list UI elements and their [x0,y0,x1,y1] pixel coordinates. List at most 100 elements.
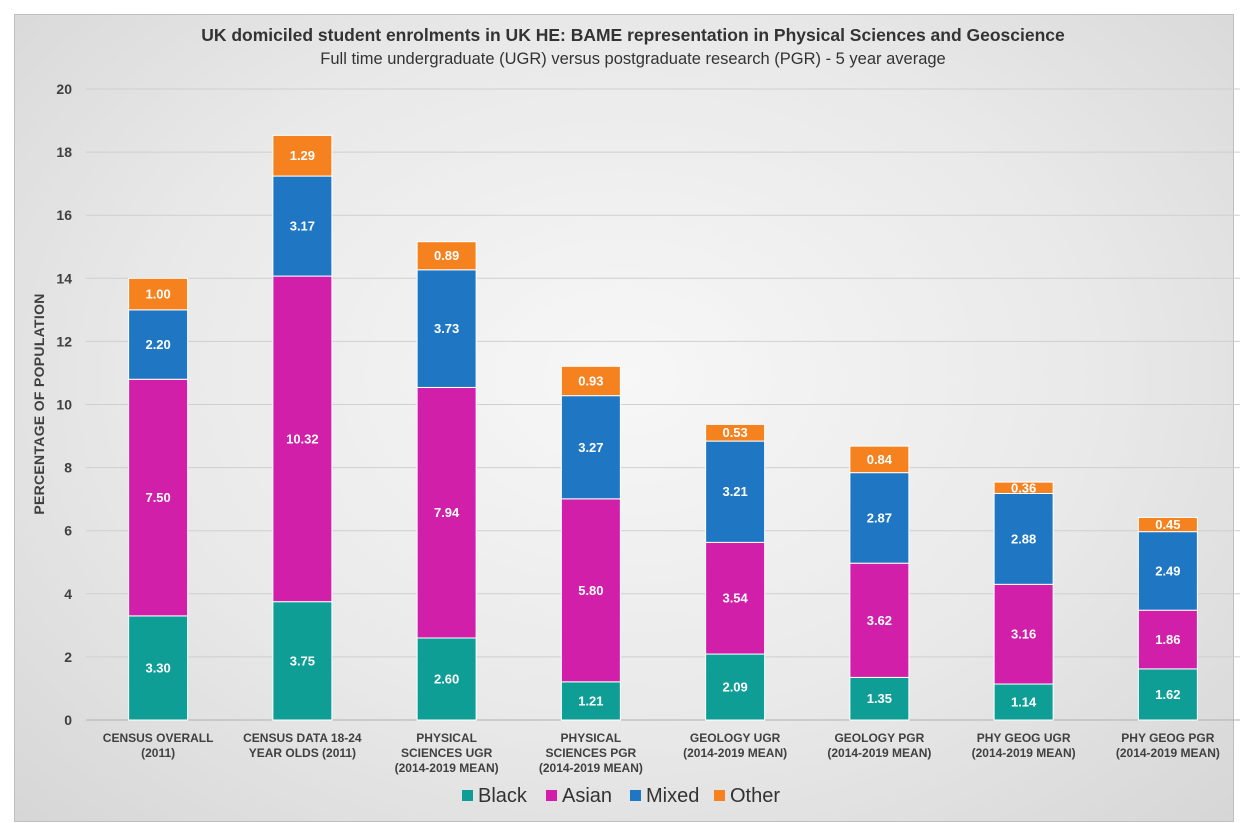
y-tick-label: 8 [64,460,72,476]
bar-segment-other [849,445,910,474]
y-tick-label: 18 [56,144,72,160]
legend-label: Mixed [646,785,699,807]
legend-swatch-other [714,790,725,801]
y-axis-title: PERCENTAGE OF POPULATION [31,293,47,514]
bar-segment-other [1137,516,1198,533]
bar-segment-other [705,423,766,442]
y-tick-label: 4 [64,586,72,602]
data-label: 0.93 [578,373,603,388]
bar-segment-black [416,637,477,721]
bar-segment-asian [705,541,766,655]
data-label: 5.80 [578,583,603,598]
x-tick-label: (2014-2019 MEAN) [827,746,931,760]
data-label: 2.49 [1155,563,1180,578]
x-tick-label: CENSUS OVERALL [103,731,214,745]
data-label: 1.29 [290,148,315,163]
x-tick-label: (2014-2019 MEAN) [1116,746,1220,760]
bars: 3.30 7.50 2.20 1.00 3.75 10.32 3.17 1.29 2.60 7.9… [128,134,1198,721]
legend-label: Other [730,785,780,807]
y-tick-label: 20 [56,81,72,97]
bar-segment-black [993,683,1054,721]
bar-segment-mixed [560,395,621,500]
y-tick-label: 12 [56,333,72,349]
x-axis-ticks: CENSUS OVERALL(2011) CENSUS DATA 18-24YEA… [103,731,1220,775]
x-tick-label: PHYSICAL [416,731,477,745]
bar-segment-mixed [993,492,1054,585]
y-tick-label: 2 [64,649,72,665]
data-label: 7.50 [145,490,170,505]
bar-segment-black [1137,668,1198,721]
bar-segment-mixed [128,309,189,380]
data-label: 7.94 [434,505,460,520]
data-label: 0.53 [722,425,747,440]
data-label: 0.45 [1155,517,1180,532]
y-tick-label: 10 [56,397,72,413]
bar-segment-black [128,615,189,721]
x-tick-label: (2014-2019 MEAN) [683,746,787,760]
data-label: 3.27 [578,440,603,455]
bar-segment-asian [993,583,1054,685]
data-label: 1.86 [1155,632,1180,647]
data-label: 1.14 [1011,695,1037,710]
data-label: 2.09 [722,680,747,695]
y-axis-ticks: 0 2 4 6 8 10 12 14 16 18 20 [56,81,72,728]
bar-segment-mixed [849,472,910,564]
data-label: 3.30 [145,660,170,675]
data-label: 10.32 [286,431,319,446]
bar-segment-mixed [705,440,766,543]
legend-label: Asian [562,785,612,807]
data-label: 3.54 [722,591,748,606]
bar-segment-mixed [1137,531,1198,611]
legend-label: Black [478,785,528,807]
legend-swatch-mixed [630,790,641,801]
bar-segment-other [560,365,621,397]
x-tick-label: PHYSICAL [561,731,622,745]
bar-segment-other [993,481,1054,494]
data-label: 3.73 [434,321,459,336]
x-tick-label: PHY GEOG PGR [1121,731,1214,745]
data-label: 3.62 [867,613,892,628]
legend: Black Asian Mixed Other [462,785,780,807]
x-tick-label: SCIENCES PGR [546,746,637,760]
data-label: 1.35 [867,691,892,706]
bar-segment-black [705,653,766,721]
data-label: 1.21 [578,693,603,708]
data-label: 2.88 [1011,531,1036,546]
data-label: 0.89 [434,248,459,263]
y-tick-label: 14 [56,270,72,286]
bar-segment-asian [272,275,333,603]
data-label: 1.00 [145,287,170,302]
bar-segment-asian [560,498,621,683]
y-tick-label: 16 [56,207,72,223]
data-label: 2.20 [145,337,170,352]
y-tick-label: 0 [64,712,72,728]
x-tick-label: CENSUS DATA 18-24 [243,731,362,745]
data-label: 2.87 [867,510,892,525]
data-label: 3.75 [290,653,315,668]
data-label: 3.17 [290,219,315,234]
x-tick-label: SCIENCES UGR [401,746,493,760]
x-tick-label: (2014-2019 MEAN) [972,746,1076,760]
data-label: 3.16 [1011,627,1036,642]
x-tick-label: (2014-2019 MEAN) [539,761,643,775]
bar-segment-other [416,241,477,271]
bar-segment-asian [128,378,189,617]
y-tick-label: 6 [64,523,72,539]
x-tick-label: PHY GEOG UGR [977,731,1071,745]
gridlines [86,88,1240,721]
data-label: 3.21 [722,484,747,499]
data-label: 1.62 [1155,687,1180,702]
bar-segment-asian [416,386,477,639]
bar-segment-mixed [416,269,477,388]
chart-title: UK domiciled student enrolments in UK HE… [201,25,1065,45]
bar-segment-other [128,277,189,311]
x-tick-label: (2014-2019 MEAN) [395,761,499,775]
bar-segment-other [272,134,333,177]
legend-swatch-asian [546,790,557,801]
bar-segment-mixed [272,175,333,277]
chart-subtitle: Full time undergraduate (UGR) versus pos… [320,50,945,68]
legend-swatch-black [462,790,473,801]
x-tick-label: YEAR OLDS (2011) [249,746,356,760]
x-tick-label: GEOLOGY UGR [690,731,781,745]
